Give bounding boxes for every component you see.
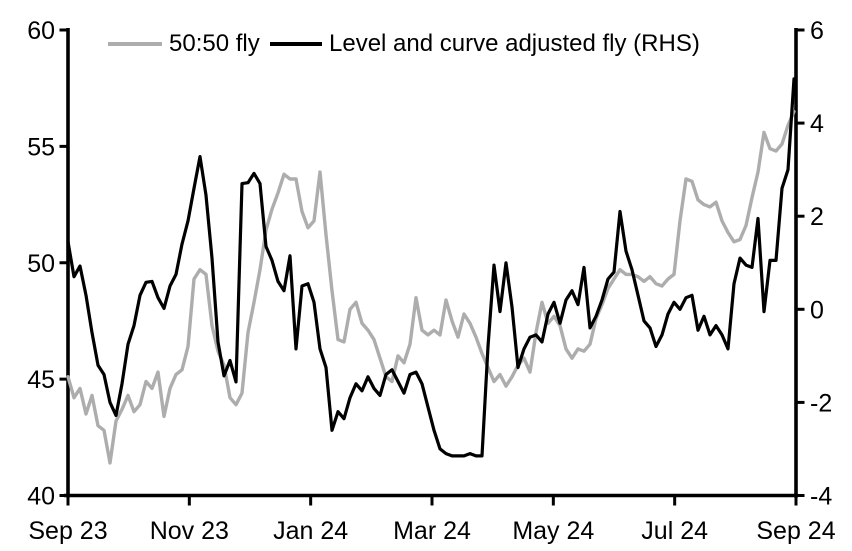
- legend-label-adjusted-fly: Level and curve adjusted fly (RHS): [329, 30, 700, 57]
- legend-item-adjusted-fly: Level and curve adjusted fly (RHS): [270, 31, 700, 57]
- axis-tick-labels: 60 55 50 45 40 6 4 2 0 -2 -4 Sep 23 Nov 23 Jan 24 Mar …: [27, 17, 836, 545]
- x-axis-tick-label: Sep 24: [756, 517, 835, 545]
- series-lines: [66, 77, 796, 465]
- x-axis-tick-label: Mar 24: [393, 517, 471, 545]
- y-axis-left-tick-label: 55: [27, 133, 55, 161]
- y-axis-right-tick-label: 2: [810, 203, 824, 231]
- y-axis-right-tick-label: -4: [810, 483, 832, 511]
- y-axis-right-tick-label: 6: [810, 17, 824, 45]
- y-axis-left-tick-label: 40: [27, 483, 55, 511]
- y-axis-right-tick-label: -2: [810, 389, 832, 417]
- series-line-adjusted-fly: [66, 77, 796, 458]
- x-axis-tick-label: Sep 23: [28, 517, 107, 545]
- black-line-swatch: [270, 42, 322, 46]
- gray-line-swatch: [108, 42, 162, 46]
- legend-item-5050-fly: 50:50 fly: [108, 31, 260, 57]
- series-line-5050-fly: [66, 109, 796, 465]
- y-axis-left-tick-label: 45: [27, 366, 55, 394]
- y-axis-right-tick-label: 0: [810, 296, 824, 324]
- x-axis-tick-label: May 24: [512, 517, 594, 545]
- x-axis-tick-label: Jul 24: [641, 517, 708, 545]
- x-axis-tick-label: Nov 23: [150, 517, 229, 545]
- y-axis-left-tick-label: 60: [27, 17, 55, 45]
- y-axis-right-tick-label: 4: [810, 110, 824, 138]
- legend-label-5050-fly: 50:50 fly: [169, 30, 260, 57]
- x-axis-tick-label: Jan 24: [273, 517, 348, 545]
- y-axis-left-tick-label: 50: [27, 250, 55, 278]
- axes: [59, 28, 805, 506]
